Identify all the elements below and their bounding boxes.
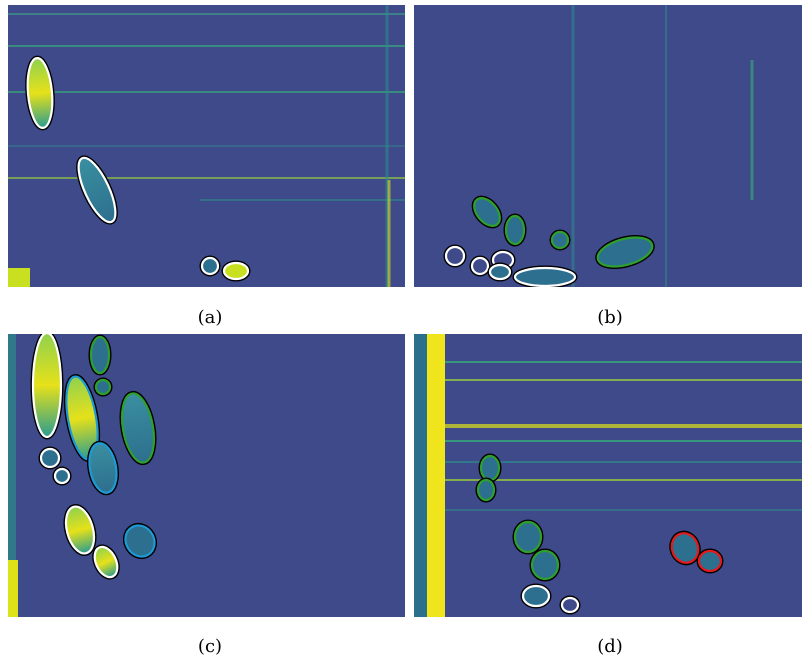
caption: (a) [198,307,223,328]
panel-b [414,5,802,287]
caption: (b) [597,307,623,328]
caption: (d) [597,636,623,657]
panel-d [414,334,802,617]
caption: (c) [198,636,222,657]
panel-c [8,334,405,617]
panel-a [8,5,405,287]
